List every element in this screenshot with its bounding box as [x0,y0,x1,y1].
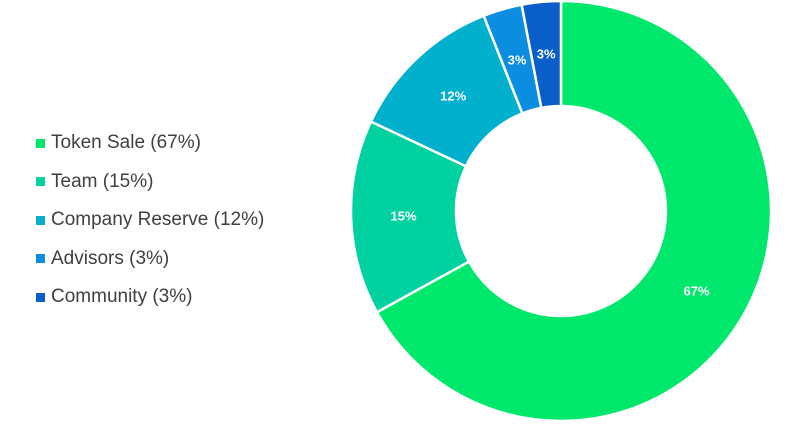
slice-data-label: 3% [508,52,527,67]
legend-swatch [36,177,45,187]
legend-label: Advisors (3%) [51,247,170,269]
legend-item: Team (15%) [36,163,264,202]
donut-slice [349,120,471,314]
legend-label: Community (3%) [51,286,193,308]
donut-slice [520,0,563,110]
legend-swatch [36,254,45,264]
legend-item: Community (3%) [36,278,264,317]
slice-data-label: 3% [537,47,556,62]
slice-data-label: 15% [391,208,417,223]
legend-item: Advisors (3%) [36,240,264,279]
legend-label: Company Reserve (12%) [51,209,265,231]
chart-legend: Token Sale (67%) Team (15%) Company Reserv… [36,124,264,317]
slice-data-label: 12% [440,89,466,104]
legend-item: Company Reserve (12%) [36,201,264,240]
legend-swatch [36,215,45,225]
slice-data-label: 67% [684,284,710,299]
donut-slice [375,0,773,423]
legend-label: Team (15%) [51,170,154,192]
legend-label: Token Sale (67%) [51,132,201,154]
legend-swatch [36,138,45,148]
legend-item: Token Sale (67%) [36,124,264,163]
legend-swatch [36,292,45,302]
